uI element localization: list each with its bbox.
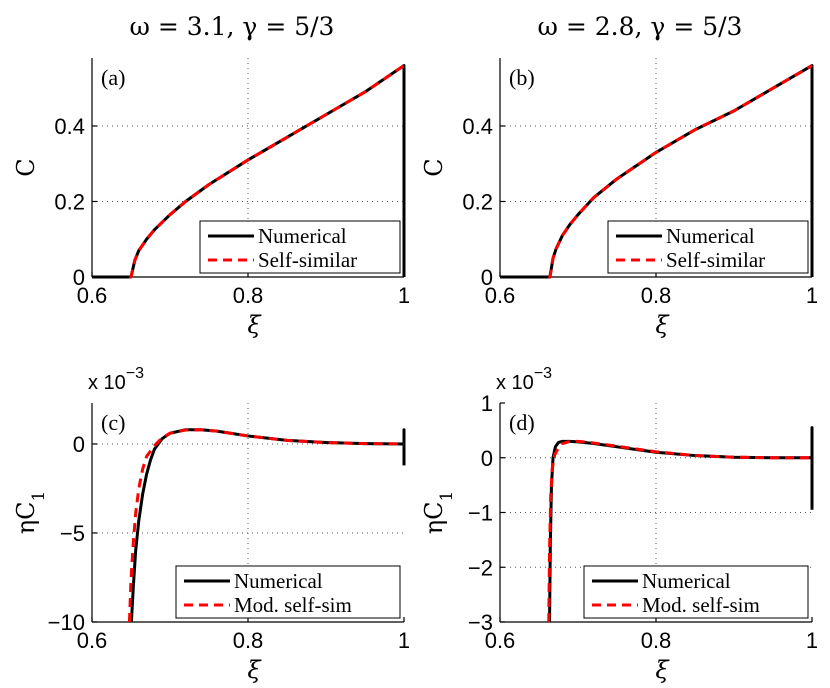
column-title-left: ω = 3.1, γ = 5/3	[130, 12, 335, 41]
column-title-right: ω = 2.8, γ = 5/3	[538, 12, 743, 41]
y-axis-title: C	[12, 158, 40, 176]
x-tick-label: 0.8	[233, 283, 264, 308]
legend-entry-label: Numerical	[258, 224, 347, 248]
legend-entry-label: Self-similar	[258, 248, 357, 272]
series-line-solid	[129, 428, 406, 623]
x-axis-title: ξ	[247, 656, 262, 684]
panel-label: (c)	[101, 410, 125, 435]
y-tick-label: −10	[48, 610, 85, 635]
y-axis-title: ηC1	[420, 491, 457, 535]
legend-entry-label: Numerical	[642, 569, 731, 593]
y-tick-label: 0	[481, 446, 493, 471]
series-line-dashed	[548, 64, 813, 279]
panel-label: (d)	[509, 410, 535, 435]
x-tick-label: 0.6	[77, 283, 108, 308]
series-line-solid	[548, 426, 814, 623]
x-tick-label: 1	[398, 283, 410, 308]
panel-label: (b)	[509, 65, 535, 90]
y-tick-label: 1	[481, 391, 493, 416]
y-tick-label: −5	[60, 521, 85, 546]
legend-box	[607, 220, 809, 274]
x-tick-label: 0.8	[233, 628, 264, 653]
legend-entry-label: Numerical	[234, 569, 323, 593]
x-tick-label: 1	[806, 628, 818, 653]
y-tick-label: 0.4	[54, 114, 85, 139]
x-axis-title: ξ	[655, 656, 670, 684]
chart-panel-2: 0.6 0.8 1 −10 −5 0 (c) ξ ηC1 x 10−3 NumericalMod. …	[12, 365, 410, 684]
legend-entry-label: Self-similar	[666, 248, 765, 272]
legend-entry-label: Numerical	[666, 224, 755, 248]
panel-label: (a)	[101, 65, 125, 90]
legend-box	[175, 565, 401, 619]
axis-exponent-label: x 10−3	[496, 365, 552, 394]
y-tick-label: 0	[481, 265, 493, 290]
y-tick-label: −2	[468, 555, 493, 580]
x-tick-label: 0.6	[485, 283, 516, 308]
x-axis-title: ξ	[655, 311, 670, 339]
y-axis-title: ηC1	[12, 491, 49, 535]
series-line-dashed	[129, 64, 405, 279]
y-tick-label: 0	[73, 432, 85, 457]
legend-entry-label: Mod. self-sim	[234, 593, 352, 617]
y-tick-label: 0	[73, 265, 85, 290]
y-tick-label: −1	[468, 501, 493, 526]
legend-box	[199, 220, 401, 274]
x-tick-label: 0.6	[485, 628, 516, 653]
x-tick-label: 0.8	[641, 628, 672, 653]
x-tick-label: 0.6	[77, 628, 108, 653]
x-axis-title: ξ	[247, 311, 262, 339]
y-tick-label: 0.2	[54, 189, 85, 214]
x-tick-label: 0.8	[641, 283, 672, 308]
axis-exponent-label: x 10−3	[88, 365, 144, 394]
legend-entry-label: Mod. self-sim	[642, 593, 760, 617]
y-tick-label: −3	[468, 610, 493, 635]
y-tick-label: 0.4	[462, 114, 493, 139]
chart-panel-3: 0.6 0.8 1 −3 −2 −1 0 1 (d) ξ ηC1 x 10−3 NumericalMod…	[420, 365, 818, 684]
x-tick-label: 1	[806, 283, 818, 308]
y-axis-title: C	[420, 158, 448, 176]
x-tick-label: 1	[398, 628, 410, 653]
series-line-dashed	[547, 439, 812, 623]
legend-box	[583, 565, 809, 619]
series-line-dashed	[127, 428, 405, 623]
y-tick-label: 0.2	[462, 189, 493, 214]
